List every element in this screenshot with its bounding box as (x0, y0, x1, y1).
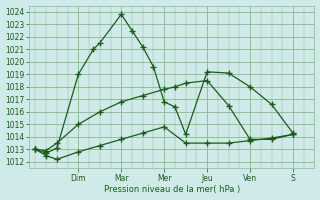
X-axis label: Pression niveau de la mer( hPa ): Pression niveau de la mer( hPa ) (104, 185, 240, 194)
